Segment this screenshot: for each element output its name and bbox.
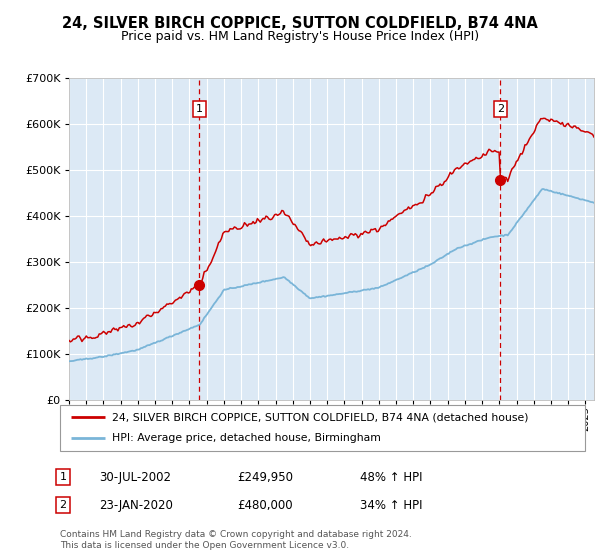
Text: 30-JUL-2002: 30-JUL-2002 xyxy=(99,470,171,484)
Text: HPI: Average price, detached house, Birmingham: HPI: Average price, detached house, Birm… xyxy=(113,433,382,444)
Text: This data is licensed under the Open Government Licence v3.0.: This data is licensed under the Open Gov… xyxy=(60,541,349,550)
Text: 2: 2 xyxy=(59,500,67,510)
Text: 24, SILVER BIRCH COPPICE, SUTTON COLDFIELD, B74 4NA: 24, SILVER BIRCH COPPICE, SUTTON COLDFIE… xyxy=(62,16,538,31)
FancyBboxPatch shape xyxy=(60,405,585,451)
Text: Price paid vs. HM Land Registry's House Price Index (HPI): Price paid vs. HM Land Registry's House … xyxy=(121,30,479,43)
Text: 1: 1 xyxy=(59,472,67,482)
Text: 48% ↑ HPI: 48% ↑ HPI xyxy=(360,470,422,484)
Text: 34% ↑ HPI: 34% ↑ HPI xyxy=(360,498,422,512)
Text: Contains HM Land Registry data © Crown copyright and database right 2024.: Contains HM Land Registry data © Crown c… xyxy=(60,530,412,539)
Text: 23-JAN-2020: 23-JAN-2020 xyxy=(99,498,173,512)
Text: 24, SILVER BIRCH COPPICE, SUTTON COLDFIELD, B74 4NA (detached house): 24, SILVER BIRCH COPPICE, SUTTON COLDFIE… xyxy=(113,412,529,422)
Text: 2: 2 xyxy=(497,104,504,114)
Text: £480,000: £480,000 xyxy=(237,498,293,512)
Text: £249,950: £249,950 xyxy=(237,470,293,484)
Text: 1: 1 xyxy=(196,104,203,114)
